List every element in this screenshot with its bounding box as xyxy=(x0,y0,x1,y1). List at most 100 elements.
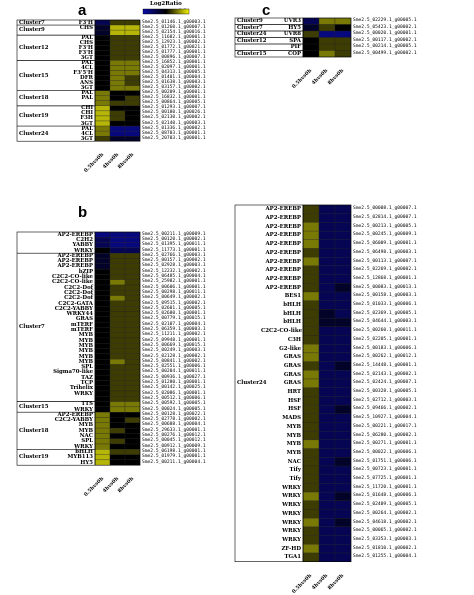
heatmap-cell xyxy=(334,344,352,354)
gene-id-label: Sme2.5_07725.1_g00001.1 xyxy=(353,476,417,482)
heatmap-cell xyxy=(124,237,141,243)
gene-id-label: Sme2.5_02551.1_g00006.1 xyxy=(142,364,206,370)
gene-id-label: Sme2.5_00022.1_g00006.1 xyxy=(353,449,417,455)
heatmap-cell xyxy=(109,110,126,117)
gene-family-label: ANS xyxy=(79,80,93,87)
heatmap-cell xyxy=(94,380,111,386)
heatmap-cell xyxy=(124,247,141,254)
heatmap-cell xyxy=(109,242,126,249)
gene-id-label: Sme2.5_00841.1_g00002.1 xyxy=(142,358,206,364)
heatmap-cell xyxy=(124,311,141,317)
panel-a-heatmap xyxy=(16,19,141,142)
heatmap-cell xyxy=(124,427,141,434)
heatmap-cell xyxy=(124,454,141,461)
gene-family-label: MYB xyxy=(286,423,301,430)
gene-id-label: Sme2.5_10927.1_g00004.1 xyxy=(353,415,417,421)
heatmap-cell xyxy=(318,509,336,519)
heatmap-cell xyxy=(334,396,352,406)
gene-family-label: C2C2-CO-like xyxy=(51,279,93,286)
heatmap-cell xyxy=(318,396,336,406)
heatmap-cell xyxy=(334,387,352,397)
heatmap-cell xyxy=(109,24,126,31)
heatmap-cell xyxy=(302,448,320,458)
gene-family-label: G2-like xyxy=(279,345,301,352)
heatmap-cell xyxy=(94,75,111,81)
heatmap-cell xyxy=(109,422,126,429)
gene-family-label: PAL xyxy=(81,95,93,102)
gene-id-label: Sme2.5_00276.1_g00012.1 xyxy=(142,433,206,439)
heatmap-cell xyxy=(94,343,111,349)
heatmap-cell xyxy=(318,465,336,475)
gene-id-label: Sme2.5_00262.1_g00012.1 xyxy=(353,354,417,360)
heatmap-cell xyxy=(124,390,141,397)
heatmap-cell xyxy=(334,448,352,458)
heatmap-cell xyxy=(302,291,320,301)
heatmap-cell xyxy=(109,274,126,280)
cluster-label: Cluster12 xyxy=(237,37,267,44)
heatmap-cell xyxy=(94,369,111,376)
heatmap-cell xyxy=(334,230,352,240)
heatmap-cell xyxy=(94,422,111,429)
heatmap-cell xyxy=(124,253,141,259)
heatmap-cell xyxy=(109,311,126,317)
heatmap-cell xyxy=(318,291,336,301)
cluster-label: Cluster19 xyxy=(19,454,49,461)
heatmap-cell xyxy=(94,24,111,31)
gene-family-label: SPA xyxy=(289,37,301,44)
heatmap-cell xyxy=(334,291,352,301)
gene-id-label: Sme2.5_02143.1_g00002.1 xyxy=(353,371,417,377)
heatmap-cell xyxy=(94,406,111,413)
heatmap-cell xyxy=(334,474,352,484)
heatmap-cell xyxy=(124,130,141,137)
gene-family-label: AP2-EREBP xyxy=(265,206,301,213)
gene-family-label: CHS xyxy=(79,39,93,46)
heatmap-cell xyxy=(334,552,352,562)
gene-id-label: Sme2.5_02928.1_g00003.1 xyxy=(142,263,206,269)
gene-family-label: WRKY xyxy=(282,536,301,543)
heatmap-cell xyxy=(302,317,320,327)
heatmap-cell xyxy=(94,130,111,137)
heatmap-cell xyxy=(334,309,352,319)
heatmap-cell xyxy=(124,343,141,349)
heatmap-cell xyxy=(109,237,126,243)
gene-family-label: GRAS xyxy=(283,380,301,387)
gene-id-label: Sme2.5_00008.1_g00007.1 xyxy=(353,206,417,212)
label-border xyxy=(16,19,96,142)
gene-family-label: HY5 xyxy=(288,24,301,31)
gene-family-label: bHLH xyxy=(283,319,301,326)
heatmap-cell xyxy=(94,120,111,127)
heatmap-cell xyxy=(318,491,336,501)
heatmap-cell xyxy=(94,321,111,328)
gene-family-label: MYB113 xyxy=(67,454,93,461)
gene-id-label: Sme2.5_00499.1_g00002.1 xyxy=(353,50,417,56)
heatmap-cell xyxy=(94,70,111,76)
gene-family-label: MYB xyxy=(78,358,93,365)
gene-family-label: COP xyxy=(287,50,301,57)
heatmap-cell xyxy=(124,396,141,402)
gene-id-label: Sme2.5_00213.1_g00005.1 xyxy=(353,223,417,229)
gene-id-label: Sme2.5_16832.1_g00001.1 xyxy=(142,95,206,101)
heatmap-cell xyxy=(334,404,352,414)
gene-id-label: Sme2.5_00271.1_g00001.1 xyxy=(353,441,417,447)
gene-family-label: TTS xyxy=(81,401,93,408)
gene-family-label: PAL xyxy=(81,59,93,66)
heatmap-cell xyxy=(94,19,111,26)
heatmap-cell xyxy=(124,268,141,275)
label-border xyxy=(234,204,304,563)
heatmap-cell xyxy=(334,283,352,293)
gene-id-label: Sme2.5_00779.1_g00015.1 xyxy=(142,316,206,322)
heatmap-cell xyxy=(302,518,320,528)
heatmap-cell xyxy=(94,300,111,307)
heatmap-cell xyxy=(109,295,126,302)
gene-id-label: Sme2.5_00120.1_g00002.1 xyxy=(142,236,206,242)
heatmap-cell xyxy=(124,337,141,344)
heatmap-cell xyxy=(334,465,352,475)
gene-family-label: GRAS xyxy=(283,371,301,378)
gene-family-label: C2C2-CO-like xyxy=(261,328,303,335)
heatmap-cell xyxy=(94,327,111,333)
gene-id-label: Sme2.5_00157.1_g00002.1 xyxy=(142,258,206,264)
heatmap-cell xyxy=(318,283,336,293)
gene-id-label: Sme2.5_00214.1_g00005.1 xyxy=(353,44,417,50)
gene-id-label: Sme2.5_00142.1_g00025.1 xyxy=(142,385,206,391)
